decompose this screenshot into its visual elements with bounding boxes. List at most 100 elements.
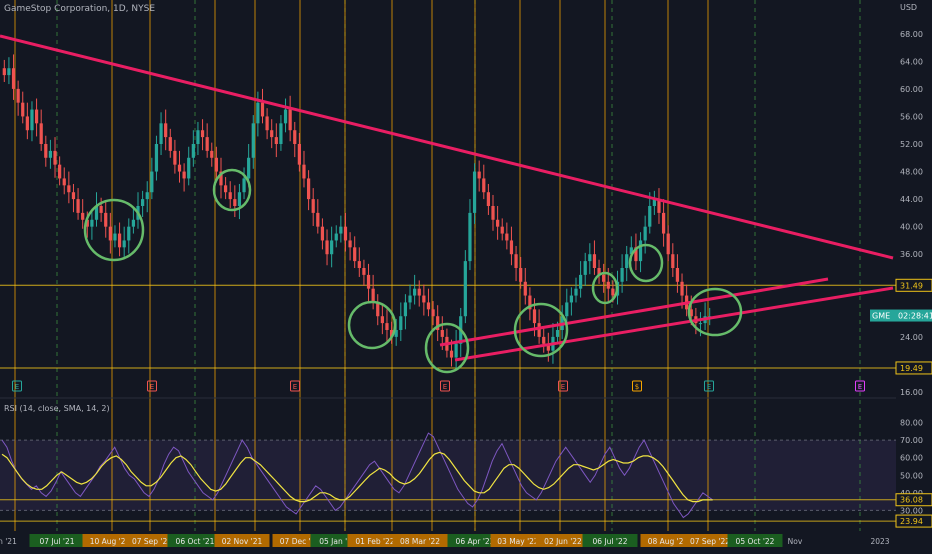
candle	[362, 268, 366, 275]
level-price-text: 31.49	[900, 281, 923, 290]
price-tick: 40.00	[900, 223, 923, 232]
candle	[472, 171, 477, 213]
candle	[187, 157, 191, 179]
candle	[320, 226, 325, 241]
candle	[251, 123, 255, 158]
candle	[426, 302, 431, 310]
rsi-level-label	[895, 514, 932, 528]
candle	[698, 323, 703, 325]
price-tick: 44.00	[900, 195, 923, 204]
time-label: 05 Jan '22	[319, 537, 357, 546]
price-tick: 56.00	[900, 112, 923, 121]
time-label-bg	[82, 534, 138, 547]
candle	[634, 247, 638, 262]
earnings-marker[interactable]	[440, 380, 450, 392]
time-label-bg	[167, 534, 223, 547]
candle	[283, 109, 288, 124]
price-tick: 36.00	[900, 250, 923, 259]
candle	[159, 123, 163, 144]
currency-label: USD	[900, 3, 917, 12]
time-label-bg	[29, 534, 85, 547]
candle	[48, 150, 53, 158]
earnings-marker[interactable]	[558, 380, 568, 392]
candle	[242, 178, 246, 193]
earnings-marker[interactable]	[147, 380, 157, 392]
candle	[353, 247, 357, 262]
candle	[454, 343, 458, 358]
candle	[90, 219, 94, 227]
earnings-marker[interactable]	[632, 380, 642, 392]
candle	[343, 226, 348, 241]
candle	[422, 295, 426, 303]
time-label: 03 May '22	[497, 537, 539, 546]
candle	[661, 212, 666, 234]
candle	[638, 240, 643, 262]
candle	[67, 185, 71, 193]
candle	[94, 206, 99, 220]
rsi-tick: 60.00	[900, 454, 923, 463]
candle	[274, 137, 278, 144]
rsi-indicator-label[interactable]: RSI (14, close, SMA, 14, 2)	[4, 404, 110, 413]
candle	[666, 233, 670, 255]
candle	[509, 240, 514, 255]
rsi-band	[0, 440, 896, 511]
lower-trendline-1[interactable]	[439, 277, 829, 347]
candle	[339, 226, 343, 234]
candle	[449, 350, 454, 358]
highlight-circle	[424, 322, 470, 374]
upper-trendline[interactable]	[0, 34, 894, 260]
candle	[233, 199, 237, 206]
candle	[265, 116, 269, 131]
candle	[583, 261, 587, 275]
candle	[532, 309, 537, 324]
highlight-circle	[591, 271, 619, 305]
earnings-marker[interactable]	[855, 380, 865, 392]
candle	[297, 144, 301, 165]
candle	[330, 240, 334, 255]
lower-trendline-2[interactable]	[454, 286, 894, 362]
candle	[602, 274, 606, 282]
candle	[325, 240, 329, 255]
candle	[260, 102, 265, 117]
ticker-symbol: GME	[872, 312, 890, 321]
candle	[652, 199, 656, 206]
candle	[569, 295, 573, 303]
candle	[256, 102, 260, 124]
candle	[58, 164, 62, 179]
candle	[611, 288, 615, 296]
candle	[491, 206, 495, 220]
candle	[168, 137, 172, 151]
candle	[528, 295, 532, 310]
rsi-tick: 30.00	[900, 506, 923, 515]
candle	[597, 268, 601, 275]
earnings-marker[interactable]	[704, 380, 714, 392]
candle	[108, 226, 112, 241]
time-label-bg	[535, 534, 591, 547]
rsi-tick: 50.00	[900, 471, 923, 480]
candle	[2, 68, 6, 76]
candle	[403, 302, 408, 317]
candle	[302, 164, 306, 179]
candle	[588, 254, 592, 262]
candle	[200, 130, 205, 138]
candle	[394, 330, 398, 337]
rsi-tick: 70.00	[900, 436, 923, 445]
candle	[408, 295, 412, 303]
time-label-bg	[640, 534, 696, 547]
highlight-circle	[687, 287, 743, 337]
candle	[85, 219, 89, 227]
candle	[542, 336, 546, 344]
candle	[680, 281, 684, 296]
candle	[620, 268, 624, 282]
earnings-marker[interactable]	[290, 380, 300, 392]
candle	[366, 274, 371, 289]
earnings-marker-label: $	[635, 383, 639, 391]
candle	[385, 323, 389, 330]
earnings-marker[interactable]	[12, 380, 22, 392]
time-label: 07 Jul '21	[40, 537, 75, 546]
time-label: 08 Mar '22	[400, 537, 440, 546]
candle	[11, 68, 16, 89]
candle	[592, 254, 597, 268]
